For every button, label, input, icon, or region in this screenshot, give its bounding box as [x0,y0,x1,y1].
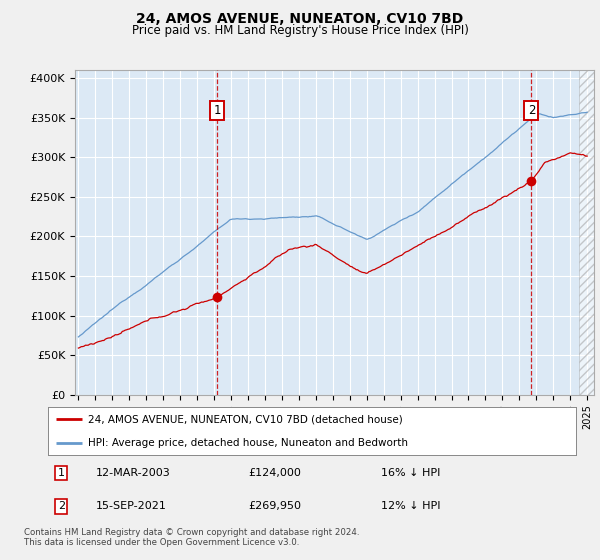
Text: Contains HM Land Registry data © Crown copyright and database right 2024.
This d: Contains HM Land Registry data © Crown c… [24,528,359,548]
Text: 1: 1 [214,104,221,117]
Text: 24, AMOS AVENUE, NUNEATON, CV10 7BD (detached house): 24, AMOS AVENUE, NUNEATON, CV10 7BD (det… [88,414,403,424]
Text: 12-MAR-2003: 12-MAR-2003 [95,468,170,478]
Text: 12% ↓ HPI: 12% ↓ HPI [380,501,440,511]
Text: 24, AMOS AVENUE, NUNEATON, CV10 7BD: 24, AMOS AVENUE, NUNEATON, CV10 7BD [136,12,464,26]
Text: 1: 1 [58,468,65,478]
Text: 2: 2 [58,501,65,511]
Text: £269,950: £269,950 [248,501,302,511]
Text: HPI: Average price, detached house, Nuneaton and Bedworth: HPI: Average price, detached house, Nune… [88,438,407,448]
Text: Price paid vs. HM Land Registry's House Price Index (HPI): Price paid vs. HM Land Registry's House … [131,24,469,37]
Text: 16% ↓ HPI: 16% ↓ HPI [380,468,440,478]
Text: £124,000: £124,000 [248,468,302,478]
Text: 2: 2 [527,104,535,117]
Bar [579,70,594,395]
Text: 15-SEP-2021: 15-SEP-2021 [95,501,166,511]
